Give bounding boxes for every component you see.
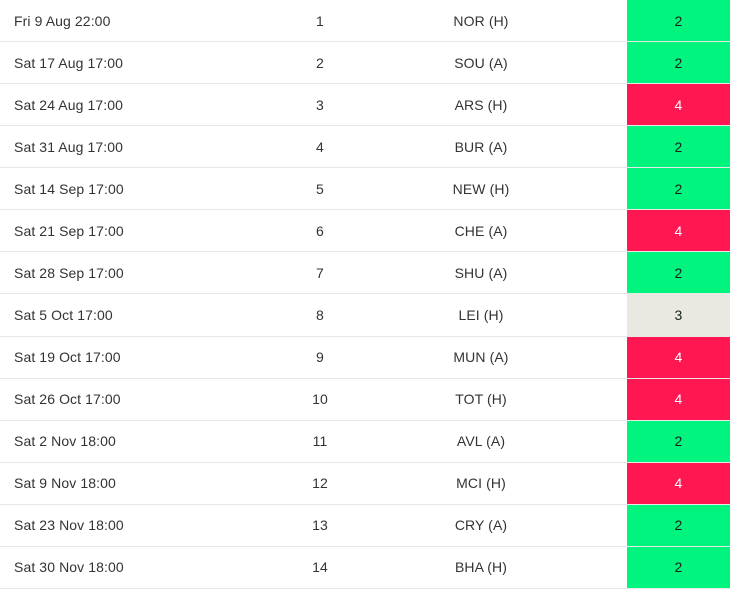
gameweek-number: 2 [316,54,324,71]
opponent-label: CHE (A) [454,222,508,239]
difficulty-cell: 4 [572,84,730,126]
opponent-label: LEI (H) [458,306,504,323]
difficulty-cell: 4 [572,462,730,504]
fixture-datetime: Sat 28 Sep 17:00 [14,264,124,281]
opponent-label: SHU (A) [454,264,508,281]
opponent-label: MUN (A) [453,349,509,366]
fixture-datetime: Sat 30 Nov 18:00 [14,559,124,576]
fixture-row: Sat 30 Nov 18:00 14 BHA (H) 2 [0,546,730,589]
fixture-row: Fri 9 Aug 22:00 1 NOR (H) 2 [0,0,730,43]
gameweek-number: 13 [312,517,328,534]
fixture-datetime: Sat 21 Sep 17:00 [14,222,124,239]
difficulty-badge: 4 [627,462,730,504]
difficulty-cell: 2 [572,168,730,210]
difficulty-cell: 2 [572,126,730,168]
opponent-label: NOR (H) [453,12,509,29]
gameweek-number: 6 [316,222,324,239]
difficulty-cell: 2 [572,42,730,84]
opponent-label: TOT (H) [455,391,507,408]
difficulty-cell: 3 [572,294,730,336]
opponent-label: SOU (A) [454,54,508,71]
fixture-row: Sat 24 Aug 17:00 3 ARS (H) 4 [0,84,730,127]
fixture-row: Sat 28 Sep 17:00 7 SHU (A) 2 [0,252,730,295]
gameweek-number: 8 [316,306,324,323]
difficulty-cell: 4 [572,336,730,378]
difficulty-badge: 2 [627,42,730,84]
fixture-row: Sat 21 Sep 17:00 6 CHE (A) 4 [0,210,730,253]
difficulty-cell: 2 [572,0,730,42]
gameweek-number: 4 [316,138,324,155]
difficulty-badge: 2 [627,420,730,462]
fixture-row: Sat 23 Nov 18:00 13 CRY (A) 2 [0,504,730,547]
difficulty-badge: 4 [627,378,730,420]
fixture-datetime: Sat 31 Aug 17:00 [14,138,124,155]
fixture-row: Sat 9 Nov 18:00 12 MCI (H) 4 [0,462,730,505]
fixture-row: Sat 2 Nov 18:00 11 AVL (A) 2 [0,420,730,463]
fixture-datetime: Sat 24 Aug 17:00 [14,96,124,113]
difficulty-cell: 2 [572,504,730,546]
difficulty-badge: 2 [627,168,730,210]
fixture-datetime: Sat 2 Nov 18:00 [14,433,116,450]
difficulty-badge: 4 [627,210,730,252]
difficulty-badge: 4 [627,84,730,126]
fixture-datetime: Sat 9 Nov 18:00 [14,475,116,492]
fixture-row: Sat 14 Sep 17:00 5 NEW (H) 2 [0,168,730,211]
opponent-label: MCI (H) [456,475,506,492]
fixture-row: Sat 26 Oct 17:00 10 TOT (H) 4 [0,378,730,421]
opponent-label: BUR (A) [454,138,508,155]
difficulty-badge: 2 [627,126,730,168]
gameweek-number: 10 [312,391,328,408]
difficulty-badge: 2 [627,504,730,546]
gameweek-number: 5 [316,180,324,197]
difficulty-cell: 4 [572,210,730,252]
opponent-label: BHA (H) [454,559,508,576]
gameweek-number: 12 [312,475,328,492]
gameweek-number: 1 [316,12,324,29]
difficulty-badge: 2 [627,252,730,294]
difficulty-badge: 2 [627,546,730,588]
fixture-datetime: Sat 5 Oct 17:00 [14,306,113,323]
fixture-datetime: Sat 26 Oct 17:00 [14,391,121,408]
opponent-label: CRY (A) [454,517,508,534]
fixture-row: Sat 19 Oct 17:00 9 MUN (A) 4 [0,336,730,379]
gameweek-number: 14 [312,559,328,576]
gameweek-number: 11 [312,433,328,450]
opponent-label: NEW (H) [452,180,510,197]
fixture-datetime: Sat 14 Sep 17:00 [14,180,124,197]
fixture-row: Sat 31 Aug 17:00 4 BUR (A) 2 [0,126,730,169]
gameweek-number: 7 [316,264,324,281]
difficulty-badge: 4 [627,336,730,378]
difficulty-cell: 2 [572,252,730,294]
gameweek-number: 3 [316,96,324,113]
fixture-datetime: Fri 9 Aug 22:00 [14,12,111,29]
gameweek-number: 9 [316,349,324,366]
fixture-row: Sat 5 Oct 17:00 8 LEI (H) 3 [0,294,730,337]
fixture-row: Sat 17 Aug 17:00 2 SOU (A) 2 [0,42,730,85]
opponent-label: AVL (A) [456,433,506,450]
difficulty-cell: 2 [572,420,730,462]
opponent-label: ARS (H) [454,96,508,113]
fixture-datetime: Sat 17 Aug 17:00 [14,54,124,71]
difficulty-cell: 2 [572,546,730,588]
difficulty-badge: 3 [627,294,730,336]
fixture-datetime: Sat 23 Nov 18:00 [14,517,124,534]
fixture-datetime: Sat 19 Oct 17:00 [14,349,121,366]
difficulty-badge: 2 [627,0,730,42]
difficulty-cell: 4 [572,378,730,420]
